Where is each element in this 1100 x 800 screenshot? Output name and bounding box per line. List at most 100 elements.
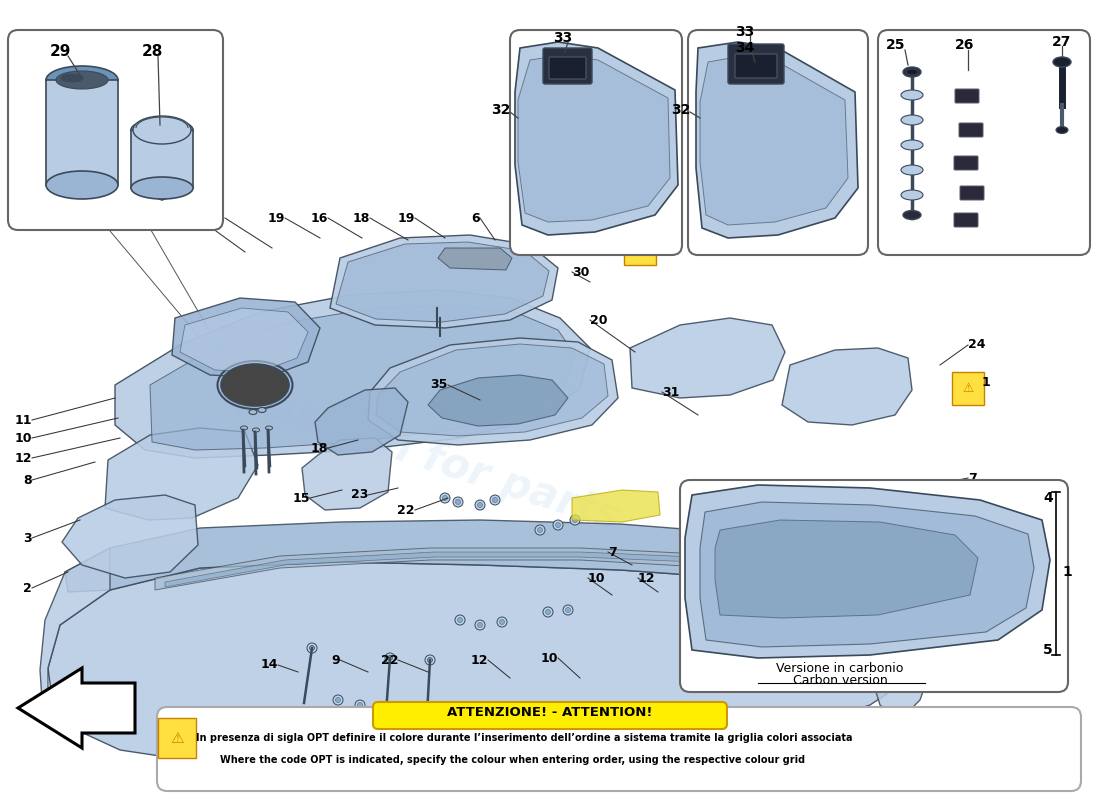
Ellipse shape (906, 69, 918, 75)
Text: 1: 1 (1062, 565, 1071, 579)
Polygon shape (782, 348, 912, 425)
Text: 3: 3 (23, 531, 32, 545)
FancyBboxPatch shape (878, 30, 1090, 255)
Text: 2: 2 (23, 582, 32, 594)
Polygon shape (131, 130, 192, 200)
FancyBboxPatch shape (373, 702, 727, 729)
Text: 16: 16 (310, 211, 328, 225)
Text: 12: 12 (14, 451, 32, 465)
Circle shape (455, 499, 461, 505)
Text: 12: 12 (968, 529, 986, 542)
Text: 33: 33 (736, 25, 755, 39)
Ellipse shape (901, 190, 923, 200)
Circle shape (563, 605, 573, 615)
Polygon shape (116, 290, 590, 458)
Ellipse shape (1056, 126, 1068, 134)
Text: 26: 26 (955, 38, 975, 52)
Text: 1: 1 (982, 375, 991, 389)
Text: 15: 15 (293, 491, 310, 505)
FancyBboxPatch shape (510, 30, 682, 255)
Text: 11: 11 (14, 414, 32, 426)
Text: 32: 32 (671, 103, 690, 117)
Text: 30: 30 (572, 266, 590, 278)
Polygon shape (302, 438, 392, 510)
Polygon shape (150, 305, 575, 450)
Polygon shape (40, 548, 110, 720)
FancyBboxPatch shape (549, 57, 586, 79)
Ellipse shape (131, 177, 192, 199)
Circle shape (830, 542, 842, 554)
Text: 10: 10 (968, 502, 986, 514)
Text: 29: 29 (50, 45, 70, 59)
Circle shape (497, 617, 507, 627)
Ellipse shape (903, 67, 921, 77)
Polygon shape (336, 242, 549, 322)
Text: 7: 7 (608, 546, 617, 558)
Polygon shape (518, 55, 670, 222)
Polygon shape (572, 490, 660, 522)
Text: 10: 10 (14, 431, 32, 445)
Text: 6: 6 (472, 211, 480, 225)
Circle shape (428, 658, 432, 662)
FancyBboxPatch shape (728, 44, 784, 84)
Text: 19: 19 (267, 211, 285, 225)
FancyBboxPatch shape (680, 480, 1068, 692)
Text: 35: 35 (430, 378, 448, 391)
FancyBboxPatch shape (8, 30, 223, 230)
Text: ⚠: ⚠ (170, 730, 184, 746)
Circle shape (477, 502, 483, 507)
Text: ⚠: ⚠ (635, 242, 646, 254)
Ellipse shape (901, 115, 923, 125)
Polygon shape (715, 520, 978, 618)
Polygon shape (700, 502, 1034, 647)
Text: Carbon version: Carbon version (793, 674, 888, 686)
Polygon shape (685, 485, 1050, 658)
Text: 34: 34 (735, 41, 755, 55)
Ellipse shape (249, 410, 257, 414)
Polygon shape (165, 552, 718, 587)
Polygon shape (62, 495, 198, 578)
Polygon shape (515, 42, 678, 235)
Text: 31: 31 (662, 386, 680, 398)
Text: 32: 32 (491, 103, 510, 117)
Polygon shape (172, 298, 320, 378)
Text: 10: 10 (588, 571, 605, 585)
FancyBboxPatch shape (735, 54, 777, 78)
Text: 10: 10 (540, 651, 558, 665)
Circle shape (355, 700, 365, 710)
Text: In presenza di sigla OPT definire il colore durante l’inserimento dell’ordine a : In presenza di sigla OPT definire il col… (196, 733, 852, 743)
Text: 18: 18 (310, 442, 328, 454)
FancyBboxPatch shape (959, 123, 983, 137)
Polygon shape (700, 56, 848, 225)
Circle shape (358, 702, 363, 707)
Ellipse shape (265, 426, 273, 430)
Circle shape (442, 495, 448, 501)
Text: 21: 21 (607, 235, 625, 249)
Text: 20: 20 (590, 314, 607, 326)
Circle shape (475, 620, 485, 630)
Ellipse shape (131, 119, 192, 141)
Polygon shape (104, 428, 258, 520)
Text: 4: 4 (1043, 491, 1053, 505)
Polygon shape (376, 344, 608, 436)
Polygon shape (330, 235, 558, 328)
FancyBboxPatch shape (954, 213, 978, 227)
Text: 24: 24 (968, 338, 986, 351)
Circle shape (556, 522, 561, 527)
Circle shape (834, 566, 842, 574)
FancyBboxPatch shape (960, 186, 984, 200)
Ellipse shape (1053, 57, 1071, 67)
Circle shape (535, 525, 544, 535)
Circle shape (336, 698, 341, 702)
Circle shape (387, 655, 393, 661)
Polygon shape (46, 80, 118, 198)
Ellipse shape (46, 66, 118, 94)
Circle shape (546, 610, 550, 614)
Circle shape (379, 703, 390, 713)
Circle shape (458, 618, 462, 622)
Circle shape (477, 622, 483, 627)
FancyBboxPatch shape (955, 89, 979, 103)
Ellipse shape (241, 426, 248, 430)
Circle shape (440, 493, 450, 503)
Text: 13: 13 (180, 211, 198, 225)
